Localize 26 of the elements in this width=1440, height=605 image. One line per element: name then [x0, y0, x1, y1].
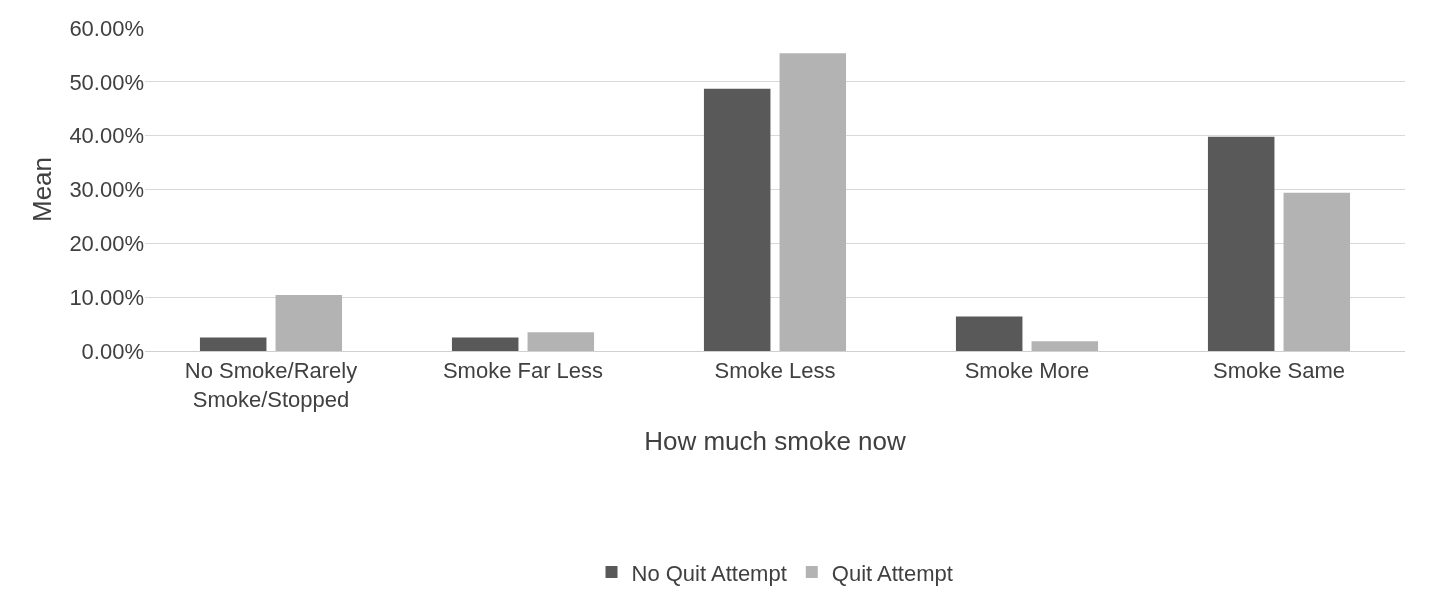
y-tick-label: 0.00% — [81, 338, 144, 364]
y-tick-label: 40.00% — [69, 123, 144, 149]
x-tick-label: Smoke Same — [1212, 358, 1346, 384]
x-tick-label: Smoke More — [964, 358, 1090, 384]
x-tick-label: Smoke Less — [714, 358, 836, 384]
bar — [955, 316, 1023, 351]
bar — [779, 53, 847, 351]
x-axis-title: How much smoke now — [644, 425, 906, 456]
y-tick-label: 20.00% — [69, 231, 144, 257]
bar — [451, 337, 519, 351]
x-tick-label: No Smoke/Rarely Smoke/Stopped — [184, 358, 358, 412]
x-tick-label: Smoke Far Less — [442, 358, 604, 384]
bar — [275, 295, 343, 351]
bar — [527, 332, 595, 351]
y-tick-label: 50.00% — [69, 69, 144, 95]
bar — [199, 337, 267, 351]
y-axis-title: Mean — [26, 156, 57, 223]
y-tick-label: 60.00% — [69, 15, 144, 41]
y-tick-label: 30.00% — [69, 177, 144, 203]
legend-label: No Quit Attempt — [631, 560, 787, 586]
bar — [1031, 341, 1099, 351]
y-tick-label: 10.00% — [69, 284, 144, 310]
bar — [1283, 192, 1351, 351]
legend-label: Quit Attempt — [831, 560, 953, 586]
bar — [1207, 136, 1275, 351]
bar — [703, 88, 771, 351]
